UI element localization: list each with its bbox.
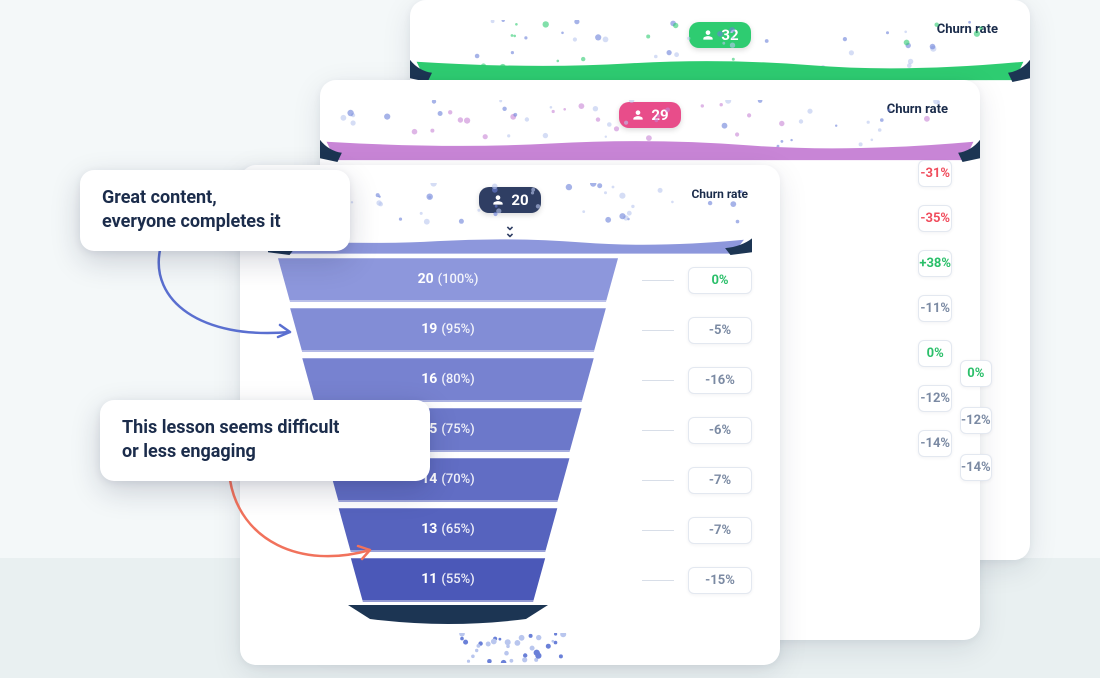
churn-rate-header: Churn rate (887, 102, 948, 117)
churn-rate-pill: -12% (918, 385, 952, 412)
user-count-badge: 29 (619, 102, 680, 128)
churn-rate-pill: -16% (688, 367, 752, 394)
churn-rate-pill: -35% (918, 205, 952, 232)
stage-count: 19 (421, 321, 437, 337)
annotation-arrow (140, 240, 340, 360)
churn-rate-pill: -11% (918, 295, 952, 322)
churn-rate-pill: -15% (688, 567, 752, 594)
churn-rate-pill: 0% (960, 360, 992, 387)
connector-line (642, 380, 674, 381)
churn-rate-pill: -6% (688, 417, 752, 444)
churn-rate-header: Churn rate (691, 187, 748, 201)
churn-rate-pill: 0% (688, 267, 752, 294)
churn-rate-pill: -5% (688, 317, 752, 344)
funnel-rim (320, 138, 980, 162)
churn-rates-column-back: 0% -12% -14% (960, 360, 992, 501)
connector-line (642, 430, 674, 431)
connector-line (642, 280, 674, 281)
stage-percent: (100%) (438, 272, 479, 287)
connector-line (642, 330, 674, 331)
stage-count: 13 (421, 521, 437, 537)
churn-rate-pill: -7% (688, 467, 752, 494)
churn-rate-header: Churn rate (937, 22, 998, 37)
churn-rate-pill: -14% (918, 430, 952, 457)
churn-rate-pill: 0% (918, 340, 952, 367)
churn-rate-pill: -31% (918, 160, 952, 187)
annotation-text: or less engaging (122, 440, 408, 464)
churn-rate-pill: +38% (918, 250, 952, 277)
annotation-bad: This lesson seems difficultor less engag… (100, 400, 430, 481)
funnel-stage-row: 16 (80%) -16% (268, 355, 752, 405)
user-count: 29 (651, 106, 668, 124)
stage-percent: (75%) (441, 422, 474, 437)
stage-count: 20 (418, 271, 434, 287)
stage-percent: (65%) (441, 522, 474, 537)
connector-line (642, 530, 674, 531)
user-count-badge: 32 (689, 22, 750, 48)
stage-percent: (95%) (441, 322, 474, 337)
annotation-arrow (210, 470, 410, 590)
stage-count: 16 (421, 371, 437, 387)
user-count: 20 (511, 191, 528, 209)
connector-line (642, 480, 674, 481)
churn-rate-pill: -14% (960, 454, 992, 481)
stage-percent: (80%) (441, 372, 474, 387)
annotation-text: everyone completes it (102, 210, 328, 234)
user-count-badge: 20 (479, 187, 540, 213)
stage-percent: (55%) (441, 572, 474, 587)
infographic-stage: 32 Churn rate ⌄⌄ 29 Churn rate ⌄⌄ -31%-3… (0, 0, 1100, 678)
churn-rate-pill: -7% (688, 517, 752, 544)
user-count: 32 (721, 26, 738, 44)
connector-line (642, 580, 674, 581)
funnel-segment: 16 (80%) (268, 358, 628, 402)
annotation-good: Great content,everyone completes it (80, 170, 350, 251)
churn-rate-pill: -12% (960, 407, 992, 434)
annotation-text: Great content, (102, 186, 328, 210)
annotation-text: This lesson seems difficult (122, 416, 408, 440)
funnel-stage-row: 19 (95%) -5% (268, 305, 752, 355)
funnel-rim (410, 58, 1030, 82)
funnel-stage-row: 20 (100%) 0% (268, 255, 752, 305)
stage-percent: (70%) (441, 472, 474, 487)
churn-rates-column: -31% -35% +38% -11% 0% -12% -14% (918, 160, 952, 475)
funnel-drip-dots (268, 633, 752, 663)
stage-count: 11 (421, 571, 437, 587)
